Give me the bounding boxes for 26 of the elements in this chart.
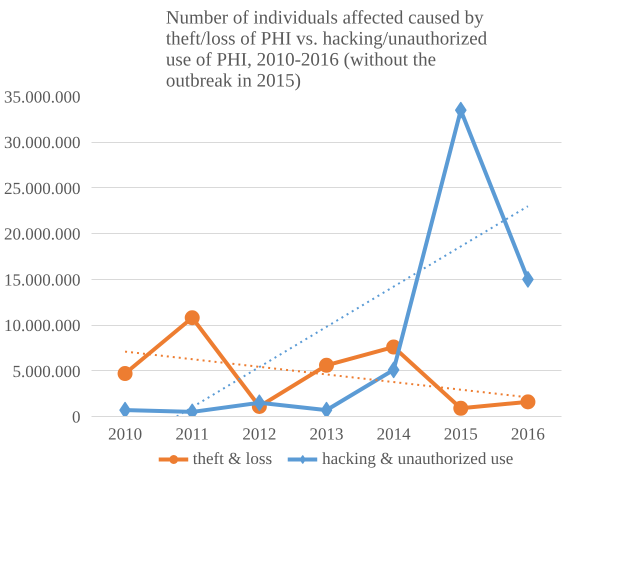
y-tick-label: 30.000.000	[4, 133, 80, 152]
y-tick-label: 5.000.000	[12, 362, 80, 381]
x-tick-label: 2016	[510, 424, 545, 444]
x-tick-label: 2014	[376, 424, 412, 444]
point	[453, 400, 468, 416]
point	[119, 402, 131, 416]
x-tick-label: 2010	[108, 424, 142, 444]
y-tick-label: 20.000.000	[4, 224, 80, 244]
x-tick-label: 2012	[242, 424, 276, 444]
y-tick-label: 0	[72, 408, 80, 426]
y-tick-label: 25.000.000	[4, 178, 80, 198]
chart-title: Number of individuals affected caused by theft/loss of PHI vs. hacking/unauthorized use of PHI, 2010-2016 (without the outbreak in 2015)	[166, 8, 488, 92]
legend-label: hacking & unauthorized use	[322, 449, 514, 469]
point	[320, 402, 332, 416]
point	[454, 102, 467, 119]
y-tick-label: 10.000.000	[4, 316, 80, 336]
point	[319, 358, 334, 373]
y-tick-label: 35.000.000	[4, 88, 80, 106]
point	[118, 366, 133, 382]
point	[184, 310, 200, 326]
legend-label: theft & loss	[192, 449, 272, 469]
y-tick-label: 15.000.000	[4, 270, 80, 290]
x-tick-label: 2015	[444, 424, 478, 444]
x-tick-label: 2011	[176, 424, 209, 444]
x-tick-label: 2013	[310, 424, 344, 444]
point	[520, 394, 536, 410]
